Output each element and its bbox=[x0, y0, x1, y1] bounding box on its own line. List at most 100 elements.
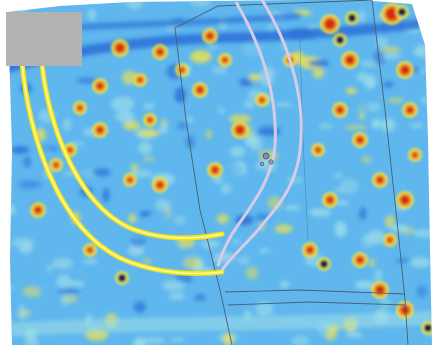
anomaly-core bbox=[148, 118, 152, 122]
track-outline-right bbox=[220, 0, 303, 271]
texture-patch bbox=[236, 42, 259, 56]
texture-patch bbox=[235, 62, 250, 72]
texture-patch bbox=[336, 200, 350, 206]
texture-patch bbox=[212, 66, 228, 75]
texture-patch bbox=[380, 297, 391, 310]
texture-patch bbox=[163, 110, 172, 115]
texture-patch bbox=[307, 59, 330, 67]
grid-boundary-line bbox=[227, 301, 406, 306]
texture-patch bbox=[158, 123, 168, 134]
texture-patch bbox=[130, 163, 139, 173]
texture-patch bbox=[62, 117, 72, 131]
texture-patch bbox=[168, 292, 186, 301]
texture-patch bbox=[217, 213, 229, 224]
texture-patch bbox=[8, 142, 9, 151]
texture-patch bbox=[291, 335, 309, 345]
anomaly-core bbox=[78, 106, 82, 110]
texture-patch bbox=[92, 274, 101, 290]
texture-patch bbox=[11, 291, 22, 307]
texture-patch bbox=[364, 74, 377, 90]
texture-patch bbox=[10, 146, 30, 154]
anomaly-core bbox=[316, 148, 320, 152]
anomaly-core bbox=[386, 8, 398, 20]
anomaly-core bbox=[128, 178, 132, 182]
texture-patch bbox=[255, 168, 269, 176]
survey-grid-lines bbox=[174, 0, 409, 345]
anomaly-core bbox=[407, 107, 413, 113]
texture-patch bbox=[361, 156, 372, 163]
anomaly-core bbox=[138, 78, 142, 82]
texture-patch bbox=[0, 168, 4, 182]
texture-patch bbox=[175, 244, 184, 257]
texture-patch bbox=[16, 4, 29, 12]
texture-patch bbox=[57, 287, 80, 295]
texture-patch bbox=[200, 240, 221, 249]
texture-patch bbox=[279, 281, 290, 288]
texture-patch bbox=[354, 280, 377, 290]
texture-patch bbox=[87, 9, 97, 21]
texture-patch bbox=[365, 102, 381, 112]
texture-patch bbox=[174, 87, 187, 103]
texture-patch bbox=[222, 163, 243, 177]
texture-patch bbox=[312, 67, 325, 79]
texture-patch bbox=[324, 96, 332, 111]
dipole-core bbox=[320, 260, 328, 268]
texture-patch bbox=[309, 208, 332, 217]
texture-patch bbox=[380, 117, 396, 132]
texture-patch bbox=[137, 129, 161, 138]
texture-patch bbox=[257, 129, 279, 136]
dipole-core bbox=[424, 324, 432, 332]
texture-patch bbox=[128, 244, 145, 257]
texture-patch bbox=[343, 125, 368, 130]
texture-patch bbox=[92, 168, 111, 177]
grid-boundary-line bbox=[174, 0, 409, 345]
texture-patch bbox=[207, 42, 219, 50]
anomaly-core bbox=[401, 66, 409, 74]
anomaly-core bbox=[337, 107, 343, 113]
texture-patch bbox=[190, 50, 212, 63]
texture-patch bbox=[102, 187, 110, 203]
linear-band-light bbox=[9, 311, 432, 337]
texture-patch bbox=[375, 37, 388, 47]
texture-patch bbox=[359, 207, 367, 220]
texture-patch bbox=[17, 180, 42, 189]
grid-boundary-line bbox=[224, 289, 406, 295]
anomaly-core bbox=[401, 196, 409, 204]
texture-patch bbox=[374, 269, 383, 283]
anomaly-core bbox=[388, 238, 392, 242]
anomaly-core bbox=[97, 83, 103, 89]
texture-patch bbox=[177, 121, 188, 130]
texture-patch bbox=[123, 120, 141, 131]
anomaly-core bbox=[68, 148, 72, 152]
anomaly-core bbox=[413, 153, 417, 157]
texture-patch bbox=[222, 332, 234, 345]
texture-patch bbox=[143, 156, 155, 162]
anomaly-core bbox=[236, 126, 244, 134]
texture-patch bbox=[142, 26, 150, 41]
texture-patch bbox=[56, 274, 72, 289]
texture-patch bbox=[194, 294, 207, 301]
texture-patch bbox=[284, 205, 301, 211]
anomaly-core bbox=[212, 167, 218, 173]
texture-patch bbox=[169, 337, 185, 343]
grid-boundary-line bbox=[174, 27, 233, 345]
anomaly-core bbox=[346, 56, 354, 64]
anomaly-core bbox=[180, 68, 184, 72]
anomaly-core bbox=[197, 87, 203, 93]
texture-patch bbox=[185, 135, 195, 149]
texture-patch bbox=[385, 215, 395, 228]
anomaly-core bbox=[325, 19, 335, 29]
texture-patch bbox=[413, 45, 431, 58]
texture-patch bbox=[189, 0, 212, 7]
anomaly-core bbox=[207, 33, 213, 39]
texture-patch bbox=[409, 257, 432, 268]
texture-patch bbox=[387, 97, 405, 103]
anomaly-core bbox=[307, 247, 313, 253]
anomaly-core bbox=[327, 197, 333, 203]
texture-patch bbox=[110, 96, 135, 112]
texture-patch bbox=[183, 256, 202, 270]
texture-patch bbox=[175, 273, 193, 284]
